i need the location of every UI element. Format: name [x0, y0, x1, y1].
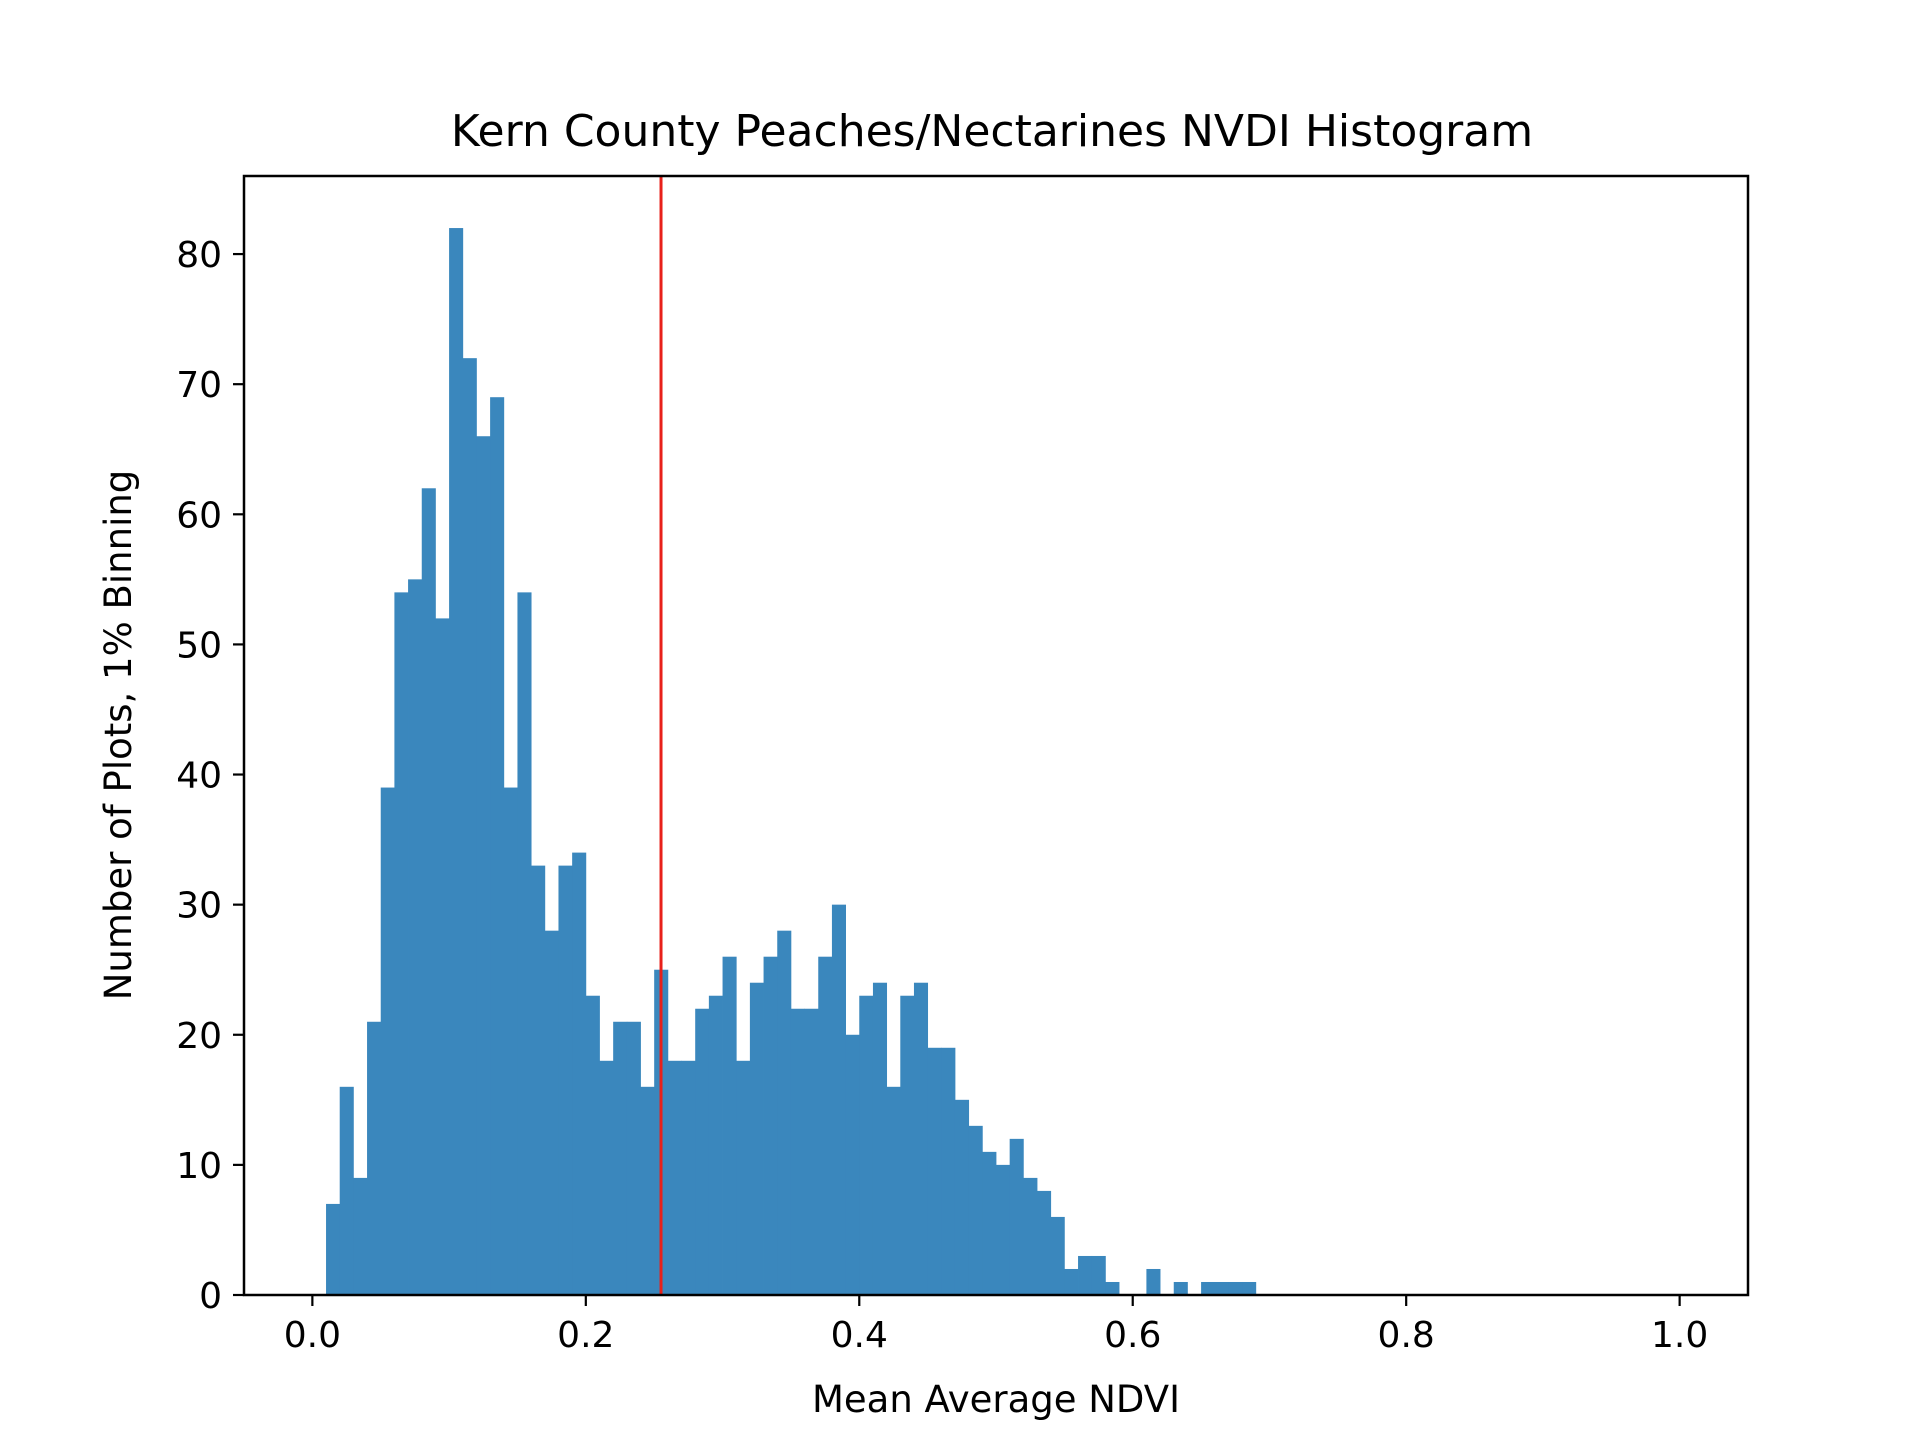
histogram-bar — [749, 982, 764, 1295]
histogram-bar — [708, 995, 723, 1295]
histogram-bar — [449, 228, 464, 1295]
histogram-bar — [872, 982, 888, 1295]
x-tick-label: 0.8 — [1378, 1315, 1435, 1356]
histogram-bar — [613, 1021, 628, 1295]
histogram-bar — [1050, 1216, 1065, 1295]
histogram-bar — [1173, 1281, 1188, 1295]
histogram-bar — [531, 865, 546, 1295]
histogram-bar — [1105, 1281, 1120, 1295]
histogram-bar — [517, 592, 532, 1295]
histogram-bar — [367, 1021, 382, 1295]
histogram-bar — [490, 397, 505, 1295]
histogram-bar — [818, 956, 833, 1295]
histogram-bar — [1214, 1281, 1229, 1295]
histogram-bar — [626, 1021, 641, 1295]
histogram-bar — [777, 930, 792, 1295]
histogram-bar — [640, 1086, 655, 1295]
histogram-bar — [790, 1008, 805, 1295]
histogram-bar — [763, 956, 778, 1295]
x-axis-ticks: 0.0 0.2 0.4 0.6 0.8 1.0 — [284, 1295, 1708, 1356]
x-tick-label: 0.0 — [284, 1315, 341, 1356]
histogram-bar — [462, 358, 477, 1295]
histogram-bar — [326, 1203, 341, 1295]
histogram-bar — [968, 1125, 983, 1295]
y-tick-label: 80 — [176, 235, 222, 276]
y-tick-label: 50 — [176, 625, 222, 666]
histogram-bar — [599, 1060, 614, 1295]
histogram-bar — [954, 1099, 970, 1295]
x-tick-label: 0.4 — [831, 1315, 888, 1356]
histogram-bar — [886, 1086, 901, 1295]
histogram-bar — [380, 787, 395, 1295]
histogram-bar — [681, 1060, 696, 1295]
plot-frame — [242, 174, 1750, 1297]
histogram-bar — [353, 1177, 368, 1295]
histogram-bar — [722, 956, 737, 1295]
y-tick-label: 10 — [176, 1146, 222, 1187]
histogram-bar — [1064, 1268, 1079, 1295]
histogram-bar — [1228, 1281, 1243, 1295]
histogram-bar — [845, 1034, 860, 1295]
histogram-bar — [1009, 1138, 1024, 1295]
histogram-bar — [996, 1164, 1011, 1295]
histogram-bar — [585, 995, 600, 1295]
histogram-bar — [408, 579, 423, 1295]
histogram-bar — [900, 995, 915, 1295]
histogram-bar — [831, 904, 846, 1295]
chart-title: Kern County Peaches/Nectarines NVDI Hist… — [451, 106, 1533, 157]
y-tick-label: 40 — [176, 756, 222, 797]
y-axis-ticks: 0 10 20 30 40 50 60 70 80 — [176, 235, 244, 1317]
x-tick-label: 0.2 — [557, 1315, 614, 1356]
histogram-bar — [1201, 1281, 1216, 1295]
y-tick-label: 20 — [176, 1016, 222, 1057]
histogram-bar — [435, 618, 450, 1295]
histogram-bar — [394, 592, 409, 1295]
y-tick-label: 60 — [176, 495, 222, 536]
x-tick-label: 0.6 — [1104, 1315, 1161, 1356]
x-tick-label: 1.0 — [1651, 1315, 1708, 1356]
histogram-bar — [572, 852, 587, 1295]
histogram-bar — [503, 787, 518, 1295]
histogram-bar — [695, 1008, 710, 1295]
histogram-bar — [913, 982, 929, 1295]
histogram-bar — [558, 865, 573, 1295]
y-axis-label: Number of Plots, 1% Binning — [97, 470, 140, 1001]
y-tick-label: 0 — [199, 1276, 222, 1317]
histogram-bar — [1242, 1281, 1257, 1295]
histogram-bar — [667, 1060, 682, 1295]
histogram-bar — [544, 930, 559, 1295]
histogram-bar — [1023, 1177, 1038, 1295]
histogram-bar — [736, 1060, 751, 1295]
histogram-bar — [1037, 1190, 1052, 1295]
histogram-bar — [927, 1047, 942, 1295]
histogram-bar — [421, 488, 436, 1295]
histogram-bar — [859, 995, 874, 1295]
histogram-bar — [476, 436, 491, 1296]
x-axis-label: Mean Average NDVI — [812, 1378, 1180, 1421]
histogram-bar — [804, 1008, 819, 1295]
y-tick-label: 70 — [176, 365, 222, 406]
histogram-bars — [326, 228, 1257, 1296]
histogram-bar — [941, 1047, 956, 1295]
histogram-bar — [1091, 1255, 1106, 1295]
histogram-bar — [1146, 1268, 1161, 1295]
histogram-bar — [339, 1086, 354, 1295]
y-tick-label: 30 — [176, 886, 222, 927]
histogram-bar — [982, 1151, 997, 1295]
histogram-bar — [1078, 1255, 1093, 1295]
